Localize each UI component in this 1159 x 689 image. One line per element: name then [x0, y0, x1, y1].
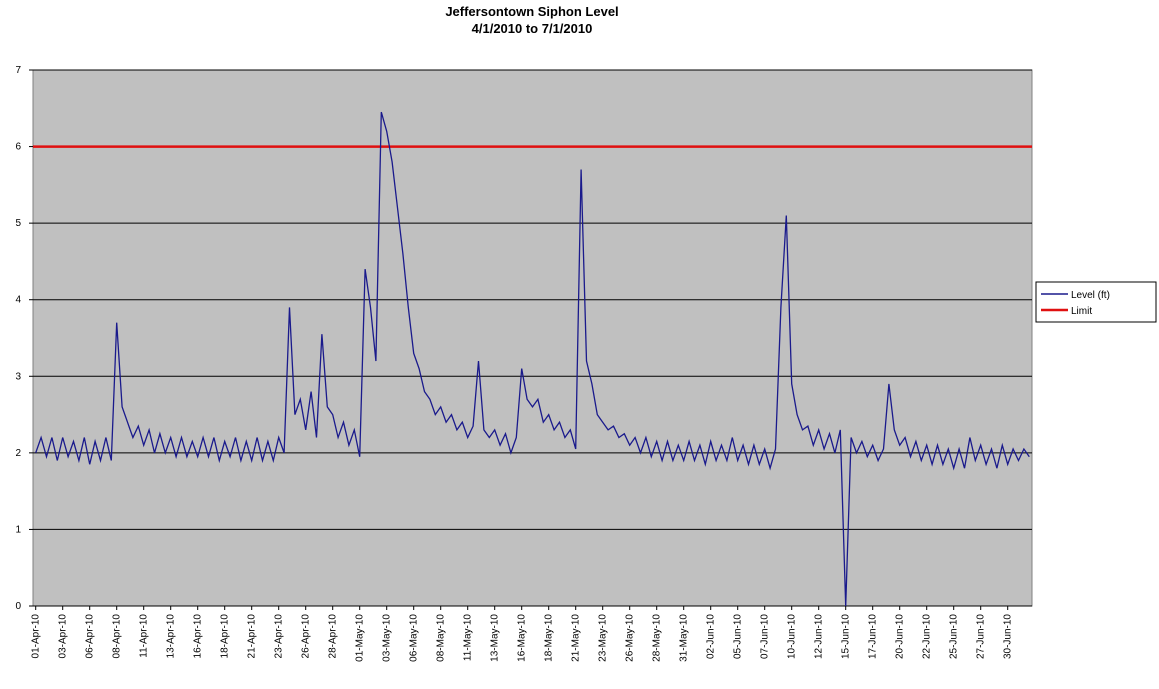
x-tick-label: 03-May-10	[382, 614, 393, 662]
x-tick-label: 18-May-10	[544, 614, 555, 662]
x-tick-label: 01-Apr-10	[31, 614, 42, 659]
x-tick-label: 16-May-10	[517, 614, 528, 662]
x-tick-label: 30-Jun-10	[1003, 614, 1014, 659]
x-tick-label: 21-Apr-10	[247, 614, 258, 659]
y-tick-label: 3	[15, 371, 21, 382]
x-tick-label: 28-Apr-10	[328, 614, 339, 659]
x-tick-label: 15-Jun-10	[841, 614, 852, 659]
x-tick-label: 23-May-10	[598, 614, 609, 662]
x-tick-label: 08-May-10	[436, 614, 447, 662]
x-tick-label: 18-Apr-10	[220, 614, 231, 659]
x-tick-label: 13-Apr-10	[166, 614, 177, 659]
y-tick-label: 2	[15, 448, 21, 459]
x-tick-label: 07-Jun-10	[760, 614, 771, 659]
x-tick-label: 06-Apr-10	[85, 614, 96, 659]
x-tick-label: 11-Apr-10	[139, 614, 150, 658]
y-tick-label: 5	[15, 218, 21, 229]
x-tick-label: 12-Jun-10	[814, 614, 825, 659]
x-tick-label: 17-Jun-10	[868, 614, 879, 659]
y-tick-label: 0	[15, 601, 21, 612]
x-tick-label: 02-Jun-10	[706, 614, 717, 659]
x-tick-label: 23-Apr-10	[274, 614, 285, 659]
x-tick-label: 10-Jun-10	[787, 614, 798, 659]
x-tick-label: 06-May-10	[409, 614, 420, 662]
chart-title: Jeffersontown Siphon Level	[445, 4, 618, 19]
y-tick-label: 4	[15, 295, 21, 306]
x-tick-label: 11-May-10	[463, 614, 474, 661]
x-tick-label: 25-Jun-10	[949, 614, 960, 659]
legend-label: Level (ft)	[1071, 290, 1110, 301]
y-tick-label: 6	[15, 142, 21, 153]
plot-area	[32, 69, 1033, 607]
y-tick-label: 7	[15, 65, 21, 76]
data-line	[35, 111, 1030, 607]
chart-subtitle: 4/1/2010 to 7/1/2010	[472, 21, 593, 36]
legend-box	[1035, 281, 1157, 323]
x-tick-label: 28-May-10	[652, 614, 663, 662]
x-tick-label: 27-Jun-10	[976, 614, 987, 659]
x-tick-label: 20-Jun-10	[895, 614, 906, 659]
y-tick-label: 1	[15, 524, 21, 535]
x-tick-label: 31-May-10	[679, 614, 690, 662]
x-tick-label: 05-Jun-10	[733, 614, 744, 659]
x-tick-label: 08-Apr-10	[112, 614, 123, 659]
x-tick-label: 01-May-10	[355, 614, 366, 662]
legend-label: Limit	[1071, 306, 1092, 317]
x-tick-label: 03-Apr-10	[58, 614, 69, 659]
x-tick-label: 13-May-10	[490, 614, 501, 662]
x-tick-label: 26-May-10	[625, 614, 636, 662]
x-tick-label: 22-Jun-10	[922, 614, 933, 659]
x-tick-label: 26-Apr-10	[301, 614, 312, 659]
x-tick-label: 16-Apr-10	[193, 614, 204, 659]
x-tick-label: 21-May-10	[571, 614, 582, 662]
